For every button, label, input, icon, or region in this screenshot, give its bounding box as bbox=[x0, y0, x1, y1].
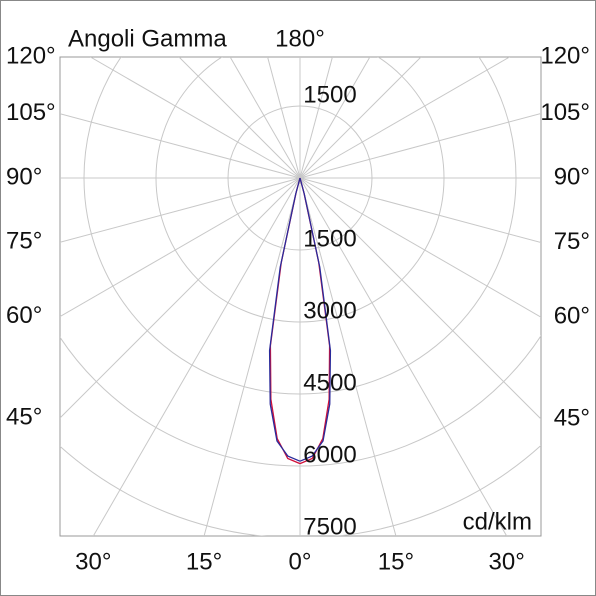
angle-tick-label: 75° bbox=[554, 228, 590, 255]
angle-tick-label: 105° bbox=[540, 99, 590, 126]
angle-tick-label: 120° bbox=[6, 42, 56, 69]
angle-tick-label: 75° bbox=[6, 228, 42, 255]
grid-ray bbox=[267, 57, 301, 179]
grid-ray bbox=[299, 57, 510, 179]
angle-tick-label: 90° bbox=[6, 163, 42, 190]
r-tick-label: 7500 bbox=[303, 513, 356, 540]
r-tick-label: 1500 bbox=[303, 81, 356, 108]
angle-tick-label: 60° bbox=[554, 302, 590, 329]
grid-ray bbox=[299, 57, 333, 179]
grid-ray bbox=[92, 177, 301, 536]
grid-ray bbox=[60, 177, 301, 243]
angle-tick-label: 15° bbox=[378, 548, 414, 575]
grid-ray bbox=[178, 57, 301, 179]
angle-tick-label: 30° bbox=[489, 548, 525, 575]
grid-ray bbox=[299, 57, 422, 179]
grid-ray bbox=[299, 177, 397, 536]
grid-ray bbox=[299, 57, 371, 179]
r-tick-label: 1500 bbox=[303, 225, 356, 252]
grid-ray bbox=[299, 112, 541, 179]
grid-ray bbox=[60, 177, 301, 317]
grid bbox=[60, 57, 541, 536]
unit-label: cd/klm bbox=[463, 508, 532, 535]
grid-ray bbox=[90, 57, 301, 179]
angle-tick-label: 45° bbox=[6, 403, 42, 430]
r-tick-label: 6000 bbox=[303, 441, 356, 468]
grid-ray bbox=[229, 57, 301, 179]
r-tick-label: 3000 bbox=[303, 297, 356, 324]
angle-tick-label: 45° bbox=[554, 404, 590, 431]
grid-ray bbox=[299, 177, 541, 420]
r-tick-label: 4500 bbox=[303, 369, 356, 396]
angle-tick-label: 180° bbox=[275, 25, 325, 52]
curves bbox=[268, 177, 332, 465]
grid-ray bbox=[299, 177, 541, 244]
angle-tick-label: 15° bbox=[186, 548, 222, 575]
angle-tick-label: 120° bbox=[540, 42, 590, 69]
angle-tick-label: 90° bbox=[554, 163, 590, 190]
angle-tick-label: 30° bbox=[75, 548, 111, 575]
intensity-curve bbox=[268, 177, 301, 462]
angle-tick-label: 105° bbox=[6, 99, 56, 126]
grid-ray bbox=[60, 177, 301, 419]
grid-ray bbox=[203, 177, 301, 536]
chart-title: Angoli Gamma bbox=[68, 25, 227, 52]
angle-tick-label: 60° bbox=[6, 302, 42, 329]
grid-ray bbox=[60, 113, 301, 179]
angle-tick-label: 0° bbox=[289, 548, 312, 575]
grid-ray bbox=[299, 177, 508, 536]
intensity-curve bbox=[299, 177, 332, 462]
grid-ray bbox=[299, 177, 541, 318]
